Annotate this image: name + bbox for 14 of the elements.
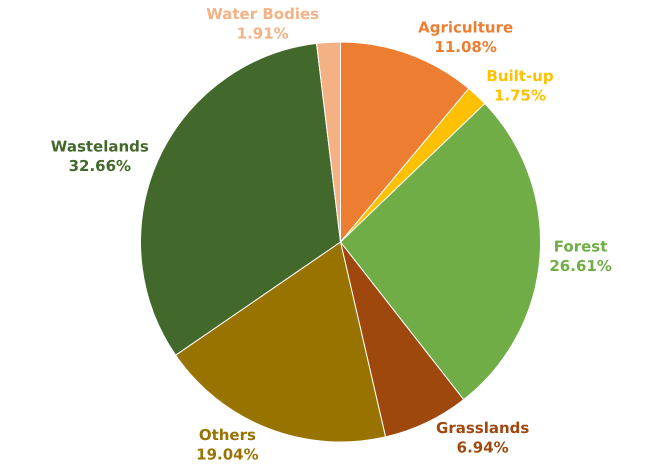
data-label: 6.94% bbox=[456, 438, 509, 457]
slice-label: Agriculture bbox=[418, 18, 514, 37]
slice-label: Forest bbox=[554, 238, 608, 256]
slice-label: Others bbox=[198, 426, 256, 444]
data-label: 26.61% bbox=[549, 257, 612, 276]
data-label: 32.66% bbox=[68, 157, 132, 176]
slice-label: Grasslands bbox=[436, 419, 530, 438]
data-label: 1.75% bbox=[494, 86, 546, 105]
data-label: 1.91% bbox=[236, 24, 289, 42]
slice-label: Wastelands bbox=[50, 138, 149, 156]
data-label: 11.08% bbox=[434, 38, 497, 56]
slice-label: Built-up bbox=[486, 67, 554, 86]
data-label: 19.04% bbox=[196, 445, 259, 464]
slice-label: Water Bodies bbox=[206, 4, 320, 23]
